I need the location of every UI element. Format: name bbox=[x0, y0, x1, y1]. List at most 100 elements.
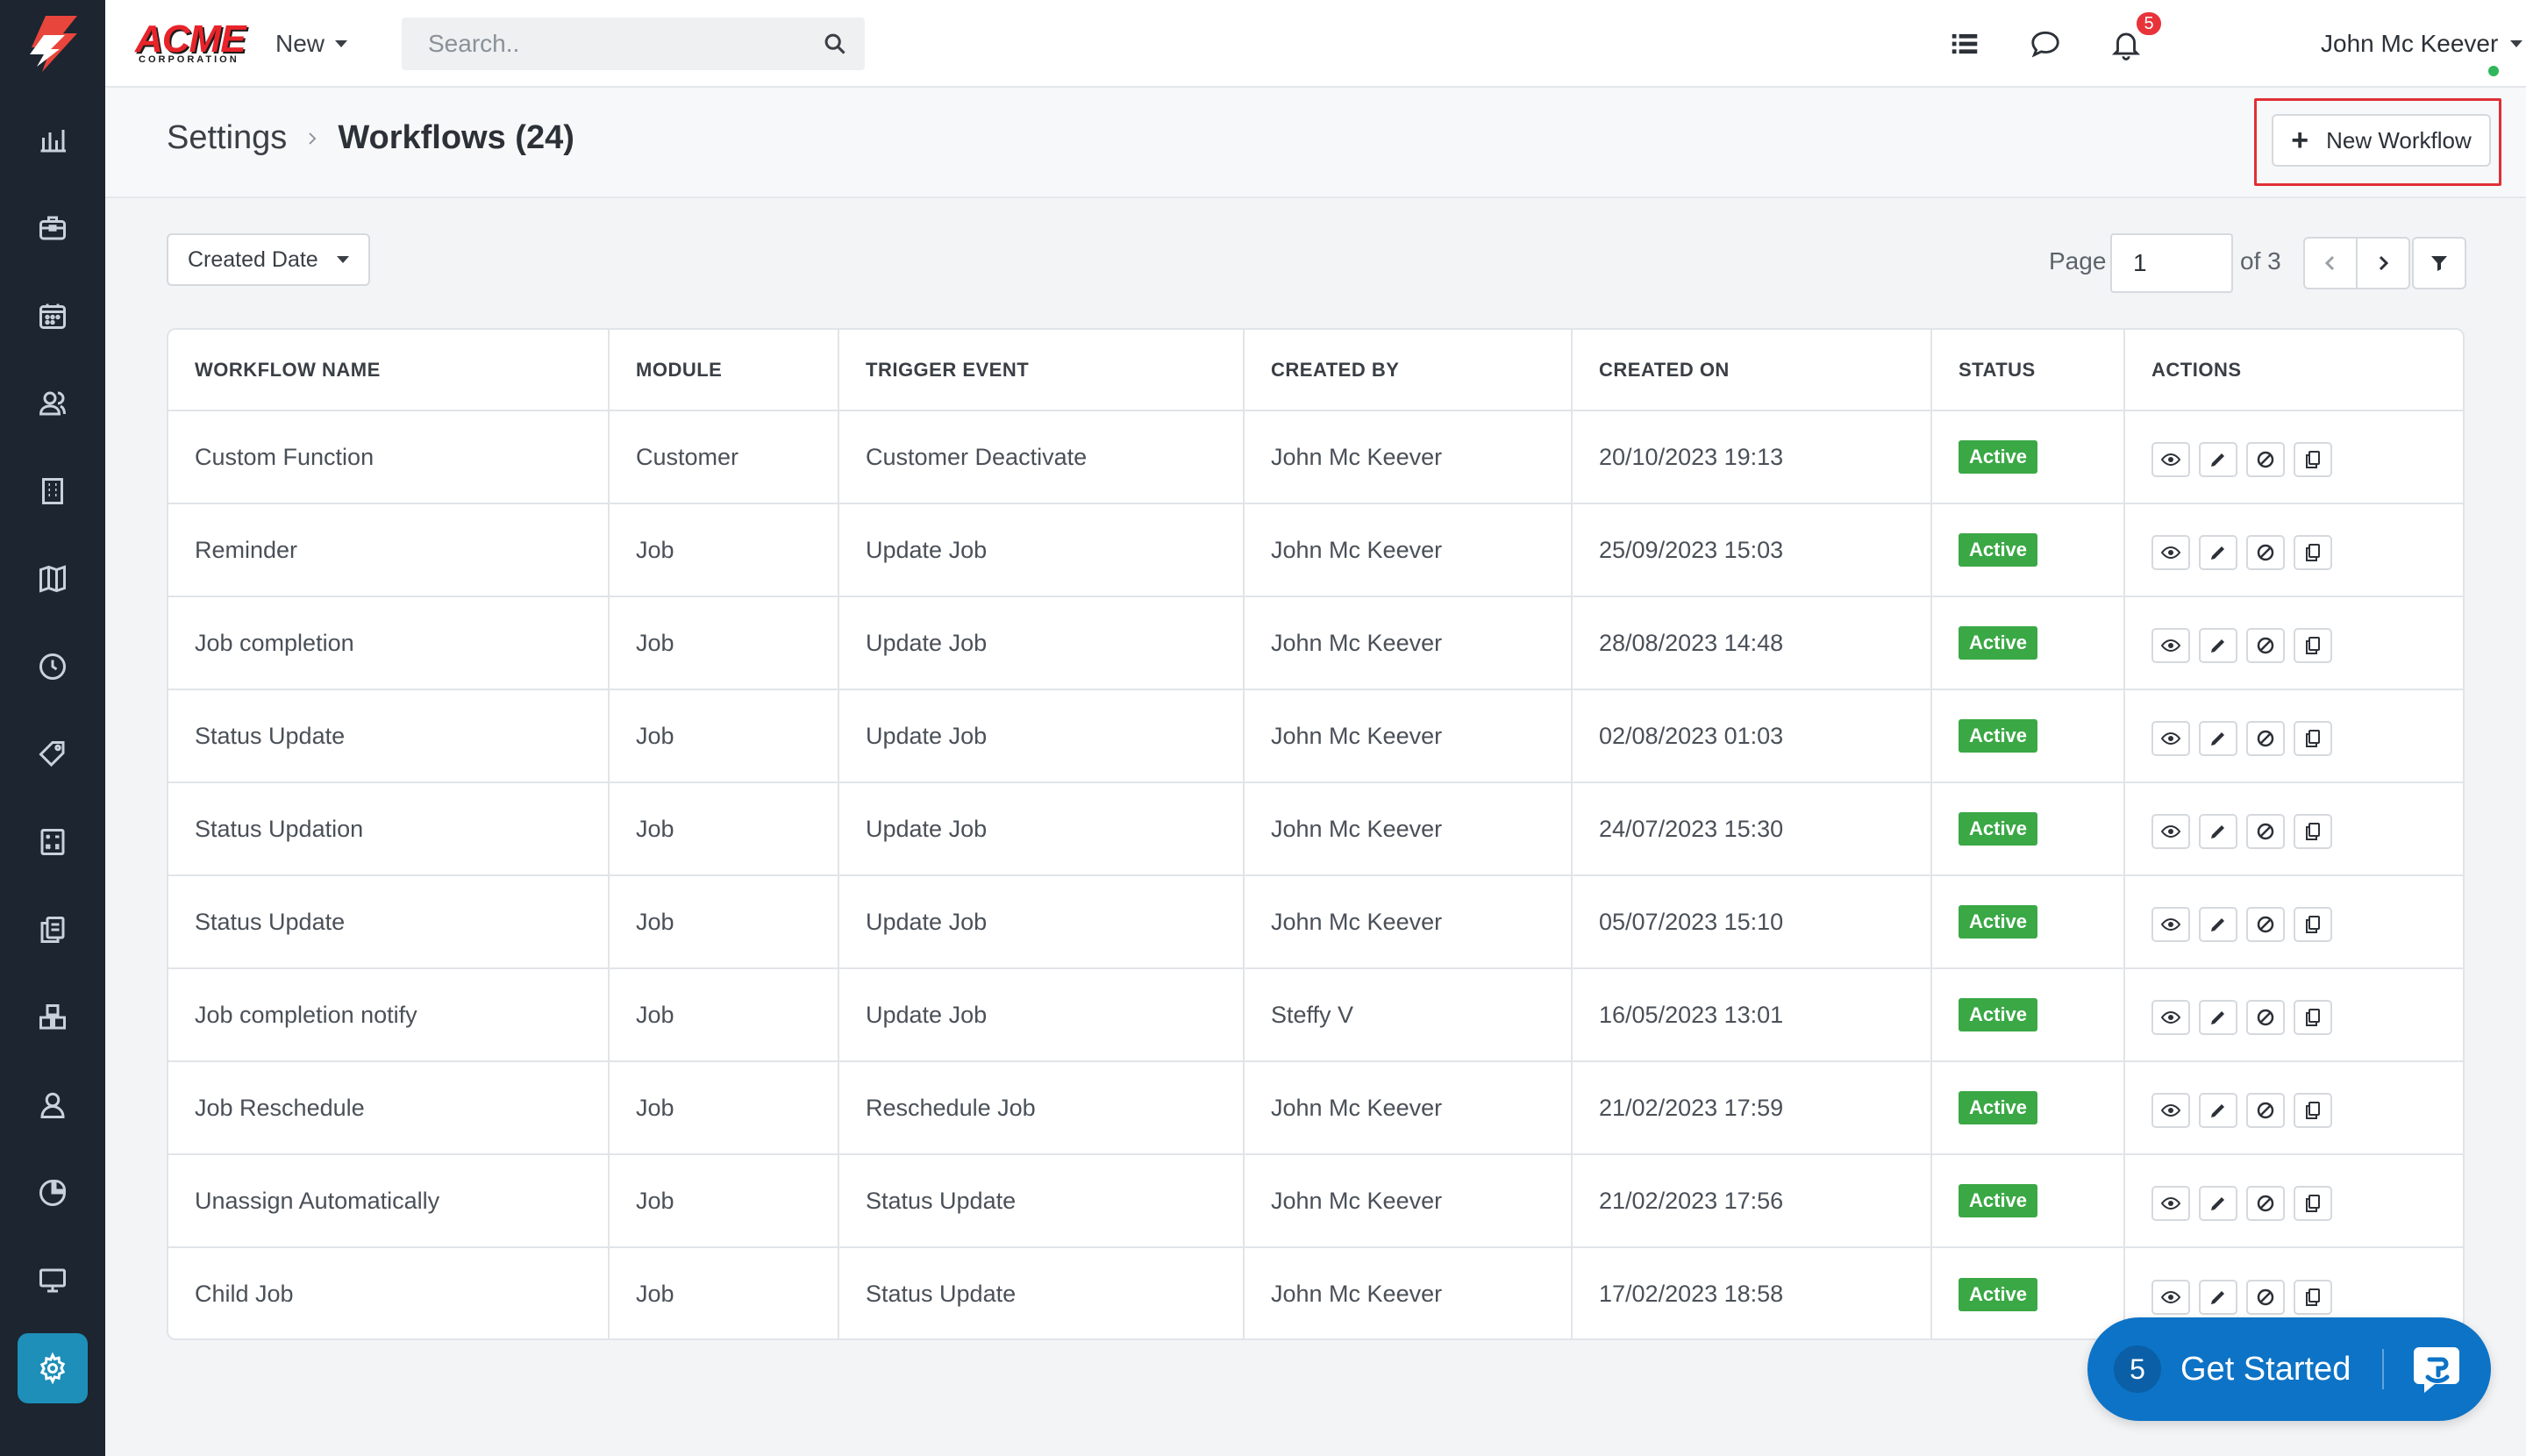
sidebar-item-pricing[interactable] bbox=[18, 719, 88, 789]
help-chat-icon[interactable] bbox=[2408, 1342, 2465, 1398]
view-button[interactable] bbox=[2151, 1093, 2190, 1128]
edit-button[interactable] bbox=[2199, 442, 2237, 477]
page-number-input[interactable] bbox=[2110, 233, 2233, 293]
table-row[interactable]: Status Updation Job Update Job John Mc Keev… bbox=[168, 782, 2463, 876]
disable-button[interactable] bbox=[2246, 814, 2285, 849]
sidebar-item-documents[interactable] bbox=[18, 895, 88, 965]
sidebar-item-users[interactable] bbox=[18, 1070, 88, 1140]
sort-dropdown[interactable]: Created Date bbox=[167, 233, 370, 286]
sidebar-item-analytics[interactable] bbox=[18, 1158, 88, 1228]
copy-button[interactable] bbox=[2294, 628, 2332, 663]
copy-button[interactable] bbox=[2294, 1093, 2332, 1128]
sidebar-item-jobs[interactable] bbox=[18, 193, 88, 263]
disable-button[interactable] bbox=[2246, 1279, 2285, 1315]
notifications-button[interactable] bbox=[2105, 23, 2147, 65]
search-icon[interactable] bbox=[823, 32, 847, 56]
new-workflow-button[interactable]: + New Workflow bbox=[2272, 114, 2491, 167]
get-started-button[interactable]: 5 Get Started bbox=[2087, 1317, 2491, 1421]
created-on-cell: 28/08/2023 14:48 bbox=[1572, 596, 1932, 690]
disable-button[interactable] bbox=[2246, 1186, 2285, 1221]
filter-button[interactable] bbox=[2412, 237, 2466, 289]
edit-button[interactable] bbox=[2199, 814, 2237, 849]
table-row[interactable]: Status Update Job Update Job John Mc Keever… bbox=[168, 689, 2463, 783]
view-button[interactable] bbox=[2151, 1000, 2190, 1035]
sidebar-item-invoices[interactable] bbox=[18, 807, 88, 877]
column-header-created-by[interactable]: CREATED BY bbox=[1244, 330, 1573, 411]
edit-button[interactable] bbox=[2199, 1279, 2237, 1315]
column-header-trigger-event[interactable]: TRIGGER EVENT bbox=[838, 330, 1245, 411]
sidebar-item-inventory[interactable] bbox=[18, 982, 88, 1053]
disable-button[interactable] bbox=[2246, 907, 2285, 942]
table-row[interactable]: Job Reschedule Job Reschedule Job John Mc K… bbox=[168, 1061, 2463, 1155]
table-row[interactable]: Unassign Automatically Job Status Update Jo… bbox=[168, 1154, 2463, 1248]
edit-button[interactable] bbox=[2199, 907, 2237, 942]
disable-button[interactable] bbox=[2246, 442, 2285, 477]
view-button[interactable] bbox=[2151, 1186, 2190, 1221]
divider bbox=[2382, 1349, 2384, 1389]
view-button[interactable] bbox=[2151, 907, 2190, 942]
trigger-event-cell: Status Update bbox=[838, 1247, 1245, 1338]
column-header-module[interactable]: MODULE bbox=[609, 330, 839, 411]
edit-button[interactable] bbox=[2199, 1186, 2237, 1221]
sidebar-item-display[interactable] bbox=[18, 1245, 88, 1316]
edit-button[interactable] bbox=[2199, 721, 2237, 756]
view-button[interactable] bbox=[2151, 1279, 2190, 1315]
table-row[interactable]: Reminder Job Update Job John Mc Keever 25/09… bbox=[168, 503, 2463, 597]
chat-button[interactable] bbox=[2024, 23, 2066, 65]
bell-icon bbox=[2111, 32, 2141, 61]
breadcrumb: Settings Workflows (24) bbox=[167, 119, 574, 157]
table-row[interactable]: Child Job Job Status Update John Mc Keever 1… bbox=[168, 1247, 2463, 1338]
copy-button[interactable] bbox=[2294, 721, 2332, 756]
edit-button[interactable] bbox=[2199, 1093, 2237, 1128]
sidebar-item-reports[interactable] bbox=[18, 105, 88, 175]
column-header-created-on[interactable]: CREATED ON bbox=[1572, 330, 1932, 411]
table-row[interactable]: Job completion Job Update Job John Mc Keeve… bbox=[168, 596, 2463, 690]
copy-button[interactable] bbox=[2294, 442, 2332, 477]
next-page-button[interactable] bbox=[2356, 237, 2410, 289]
sidebar-item-contacts[interactable] bbox=[18, 368, 88, 439]
edit-button[interactable] bbox=[2199, 1000, 2237, 1035]
status-cell: Active bbox=[1931, 1061, 2125, 1155]
disable-button[interactable] bbox=[2246, 628, 2285, 663]
copy-button[interactable] bbox=[2294, 1279, 2332, 1315]
disable-button[interactable] bbox=[2246, 1000, 2285, 1035]
breadcrumb-settings-link[interactable]: Settings bbox=[167, 119, 288, 156]
view-button[interactable] bbox=[2151, 628, 2190, 663]
list-view-button[interactable] bbox=[1944, 23, 1986, 65]
app-logo[interactable] bbox=[25, 14, 81, 74]
copy-button[interactable] bbox=[2294, 535, 2332, 570]
sidebar-item-timesheets[interactable] bbox=[18, 632, 88, 702]
previous-page-button[interactable] bbox=[2303, 237, 2358, 289]
view-button[interactable] bbox=[2151, 535, 2190, 570]
view-button[interactable] bbox=[2151, 814, 2190, 849]
disable-button[interactable] bbox=[2246, 721, 2285, 756]
ban-icon bbox=[2257, 1009, 2274, 1026]
copy-button[interactable] bbox=[2294, 907, 2332, 942]
brand-logo[interactable]: ACME CORPORATION bbox=[135, 18, 253, 70]
column-header-status[interactable]: STATUS bbox=[1931, 330, 2125, 411]
view-button[interactable] bbox=[2151, 442, 2190, 477]
copy-icon bbox=[2306, 1102, 2320, 1119]
page-title: Workflows (24) bbox=[338, 119, 574, 156]
copy-button[interactable] bbox=[2294, 1000, 2332, 1035]
search-input[interactable] bbox=[402, 18, 805, 70]
sidebar-item-map[interactable] bbox=[18, 544, 88, 614]
disable-button[interactable] bbox=[2246, 1093, 2285, 1128]
column-header-workflow-name[interactable]: WORKFLOW NAME bbox=[168, 330, 610, 411]
new-menu-button[interactable]: New bbox=[275, 26, 348, 61]
edit-button[interactable] bbox=[2199, 535, 2237, 570]
copy-button[interactable] bbox=[2294, 814, 2332, 849]
table-row[interactable]: Custom Function Customer Customer Deactiva… bbox=[168, 410, 2463, 504]
disable-button[interactable] bbox=[2246, 535, 2285, 570]
user-menu-button[interactable]: John Mc Keever bbox=[2321, 26, 2523, 61]
view-button[interactable] bbox=[2151, 721, 2190, 756]
edit-button[interactable] bbox=[2199, 628, 2237, 663]
table-row[interactable]: Status Update Job Update Job John Mc Keever… bbox=[168, 875, 2463, 969]
sidebar-item-settings[interactable] bbox=[18, 1333, 88, 1403]
get-started-count: 5 bbox=[2114, 1345, 2161, 1393]
table-row[interactable]: Job completion notify Job Update Job Steffy… bbox=[168, 968, 2463, 1062]
ban-icon bbox=[2257, 1102, 2274, 1119]
copy-button[interactable] bbox=[2294, 1186, 2332, 1221]
sidebar-item-buildings[interactable] bbox=[18, 456, 88, 526]
sidebar-item-calendar[interactable] bbox=[18, 281, 88, 351]
